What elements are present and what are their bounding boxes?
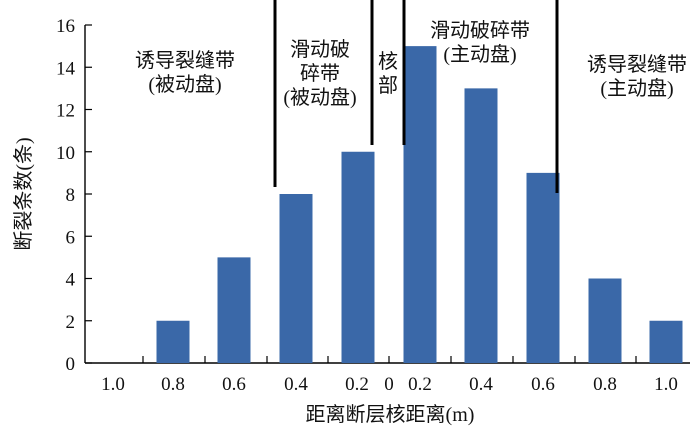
x-tick-label: 0 [384, 374, 394, 395]
zone-label: 诱导裂缝带(被动盘) [135, 49, 235, 96]
y-tick-label: 14 [56, 58, 76, 79]
y-tick-label: 4 [66, 270, 76, 291]
y-axis-title: 断裂条数(条) [12, 137, 35, 250]
x-tick-label: 0.4 [469, 374, 493, 395]
x-tick-label: 0.2 [345, 374, 369, 395]
plot-area: 0 2 4 6 8 10 12 14 16 1.0 0.8 0.6 0.4 0.2 0 0.2 0.4 0.6 0.… [12, 0, 690, 426]
x-tick-label: 0.4 [284, 374, 308, 395]
bar [403, 46, 437, 363]
y-tick-label: 10 [56, 143, 75, 164]
y-tick-label: 16 [56, 16, 75, 37]
bar [341, 151, 375, 363]
y-tick-label: 2 [66, 312, 76, 333]
bar [649, 320, 683, 363]
zone-label: 核部 [378, 50, 398, 97]
x-tick-label: 1.0 [654, 374, 678, 395]
y-tick-label: 6 [66, 227, 76, 248]
zone-label: 滑动破碎带(主动盘) [430, 19, 530, 66]
x-tick-label: 0.2 [408, 374, 432, 395]
y-tick-label: 12 [56, 101, 75, 122]
x-tick-label: 0.8 [161, 374, 185, 395]
zone-label: 诱导裂缝带(主动盘) [587, 53, 687, 100]
x-tick-label: 0.8 [593, 374, 617, 395]
bar [279, 194, 313, 363]
bar [156, 320, 190, 363]
zone-label: 滑动破碎带(被动盘) [283, 38, 356, 109]
x-tick-label: 1.0 [101, 374, 125, 395]
y-tick-label: 8 [66, 185, 76, 206]
x-tick-label: 0.6 [222, 374, 246, 395]
x-axis-title: 距离断层核距离(m) [306, 403, 475, 426]
bar [588, 278, 622, 363]
bar [464, 88, 498, 363]
x-tick-label: 0.6 [531, 374, 555, 395]
bar [217, 257, 251, 363]
bar [526, 172, 560, 363]
y-tick-label: 0 [66, 354, 76, 375]
